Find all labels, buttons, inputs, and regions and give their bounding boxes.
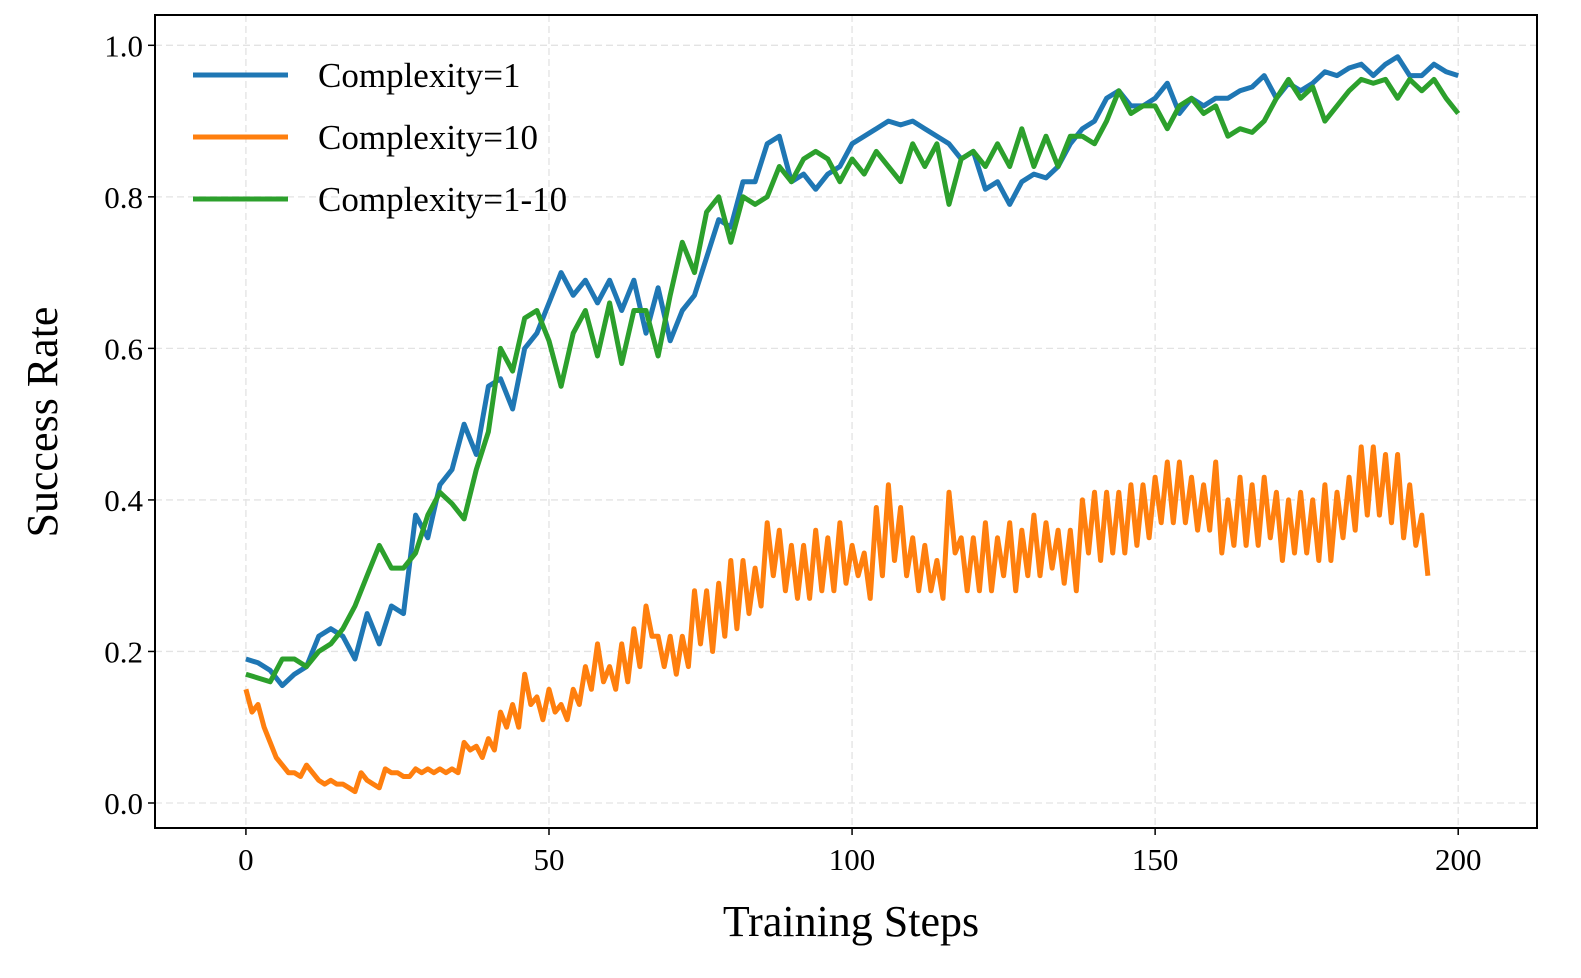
x-tick-label: 100 [829,842,876,877]
y-tick-label: 0.0 [104,786,143,821]
legend-entry: Complexity=1-10 [193,180,567,219]
series-line-complexity-1-10 [245,76,1461,685]
y-tick-label: 1.0 [104,28,143,63]
series-line-complexity-1 [245,54,1459,689]
legend-entry: Complexity=10 [193,118,538,157]
plot-frame [154,14,1538,829]
y-tick-label: 0.6 [104,331,143,366]
x-tick-label: 50 [533,842,564,877]
x-tick-label: 0 [238,842,254,877]
x-tick-label: 200 [1435,842,1482,877]
series-line-complexity-10 [243,444,1431,795]
x-axis-label: Training Steps [723,897,979,946]
y-tick-label: 0.8 [104,180,143,215]
legend-label: Complexity=1 [318,56,521,95]
legend-label: Complexity=1-10 [318,180,567,219]
x-tick-label: 150 [1132,842,1179,877]
legend: Complexity=1 Complexity=10 Complexity=1-10 [193,56,567,219]
x-axis-ticks: 0 50 100 150 200 [238,828,1481,877]
legend-label: Complexity=10 [318,118,538,157]
legend-entry: Complexity=1 [193,56,521,95]
series-lines [243,54,1461,795]
y-axis-label: Success Rate [18,307,67,538]
y-tick-label: 0.4 [104,483,143,518]
y-tick-label: 0.2 [104,634,143,669]
y-axis-ticks: 0.0 0.2 0.4 0.6 0.8 1.0 [104,28,155,821]
